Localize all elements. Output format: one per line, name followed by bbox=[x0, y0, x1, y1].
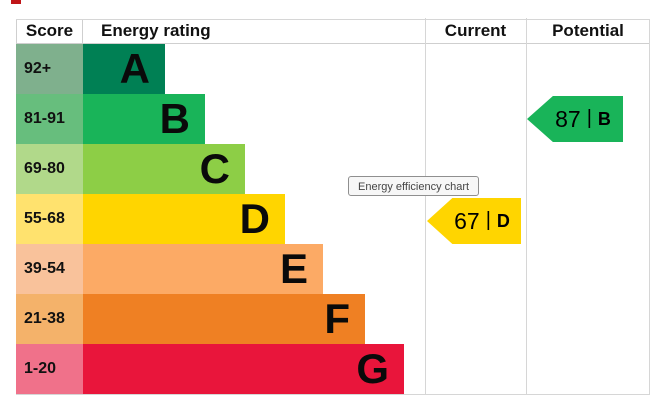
band-bar-a: A bbox=[83, 44, 165, 94]
band-row-b: 81-91 B bbox=[16, 94, 650, 144]
hover-tooltip: Energy efficiency chart bbox=[348, 176, 480, 196]
current-rating-letter: D bbox=[496, 210, 510, 231]
band-row-e: 39-54 E bbox=[16, 244, 650, 294]
score-range-e: 39-54 bbox=[16, 244, 83, 294]
band-row-c: 69-80 C bbox=[16, 144, 650, 194]
score-range-f: 21-38 bbox=[16, 294, 83, 344]
potential-column-header: Potential bbox=[552, 21, 624, 40]
current-column-divider bbox=[425, 18, 426, 394]
score-range-b: 81-91 bbox=[16, 94, 83, 144]
current-separator: | bbox=[485, 208, 491, 231]
score-range-a: 92+ bbox=[16, 44, 83, 94]
band-bar-g: G bbox=[83, 344, 404, 394]
band-bar-f: F bbox=[83, 294, 365, 344]
epc-table: Score Energy rating Current Potential 92… bbox=[16, 18, 650, 395]
score-range-d: 55-68 bbox=[16, 194, 83, 244]
table-header-row: Score Energy rating Current Potential bbox=[16, 20, 650, 44]
band-row-f: 21-38 F bbox=[16, 294, 650, 344]
band-bar-d: D bbox=[83, 194, 285, 244]
potential-separator: | bbox=[586, 106, 592, 129]
band-row-g: 1-20 G bbox=[16, 344, 650, 394]
band-bar-b: B bbox=[83, 94, 205, 144]
potential-rating-letter: B bbox=[597, 108, 611, 129]
current-rating-arrow: 67 | D bbox=[427, 198, 521, 244]
energy-rating-column-header: Energy rating bbox=[101, 21, 211, 40]
score-range-c: 69-80 bbox=[16, 144, 83, 194]
score-range-g: 1-20 bbox=[16, 344, 83, 394]
current-score-value: 67 bbox=[454, 207, 480, 234]
current-column-header: Current bbox=[444, 21, 507, 40]
score-column-header: Score bbox=[16, 20, 83, 43]
potential-column-divider bbox=[526, 18, 527, 394]
potential-score-value: 87 bbox=[555, 105, 581, 132]
table-right-border bbox=[649, 20, 650, 394]
band-row-a: 92+ A bbox=[16, 44, 650, 94]
band-row-d: 55-68 D bbox=[16, 194, 650, 244]
band-bar-e: E bbox=[83, 244, 323, 294]
band-bar-c: C bbox=[83, 144, 245, 194]
screen-artifact-red bbox=[11, 0, 21, 4]
